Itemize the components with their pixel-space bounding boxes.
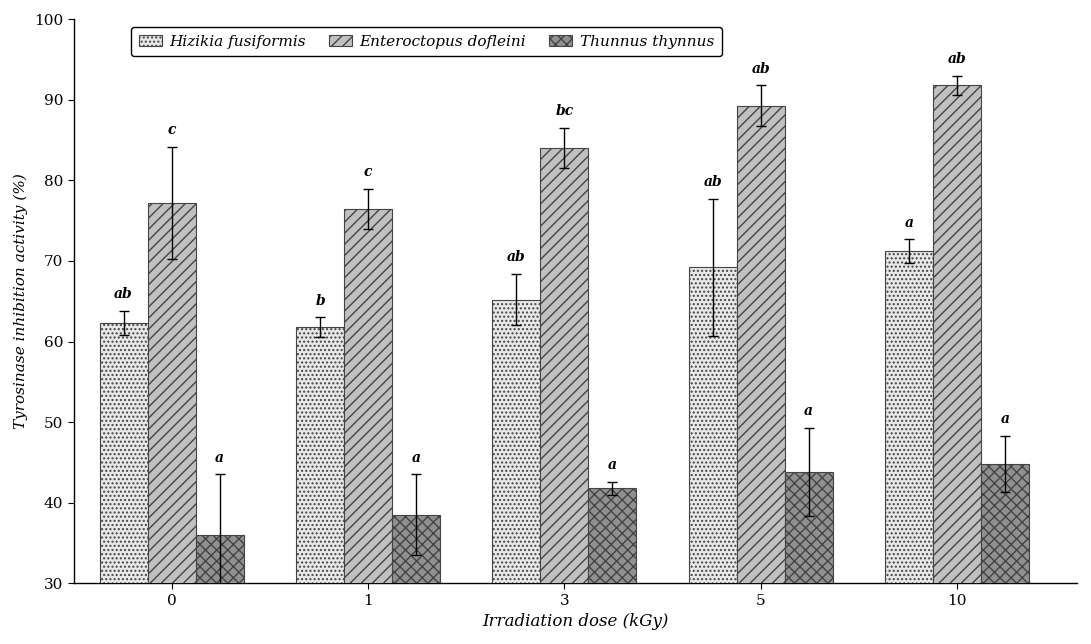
Y-axis label: Tyrosinase inhibition activity (%): Tyrosinase inhibition activity (%) <box>14 173 28 429</box>
Bar <box>933 86 981 644</box>
Text: c: c <box>167 123 176 137</box>
Bar <box>195 535 243 644</box>
Bar <box>296 327 344 644</box>
Text: ab: ab <box>948 52 967 66</box>
Text: ab: ab <box>704 175 722 189</box>
Bar <box>688 267 736 644</box>
Bar <box>981 464 1029 644</box>
Bar <box>344 209 392 644</box>
Bar <box>392 515 440 644</box>
Bar <box>492 299 540 644</box>
Bar <box>736 106 784 644</box>
Text: bc: bc <box>555 104 574 118</box>
Bar <box>784 472 832 644</box>
Text: b: b <box>315 294 325 308</box>
Legend: Hizikia fusiformis, Enteroctopus dofleini, Thunnus thynnus: Hizikia fusiformis, Enteroctopus doflein… <box>131 27 722 56</box>
Bar <box>540 148 588 644</box>
Bar <box>147 203 195 644</box>
Text: ab: ab <box>752 62 770 76</box>
Text: a: a <box>904 216 913 230</box>
Text: ab: ab <box>115 287 133 301</box>
X-axis label: Irradiation dose (kGy): Irradiation dose (kGy) <box>482 613 669 630</box>
Text: c: c <box>363 165 372 179</box>
Text: a: a <box>1000 412 1009 426</box>
Text: a: a <box>608 458 616 472</box>
Bar <box>885 251 933 644</box>
Text: a: a <box>411 451 420 465</box>
Bar <box>99 323 147 644</box>
Text: ab: ab <box>507 251 526 264</box>
Text: a: a <box>215 451 224 465</box>
Text: a: a <box>804 404 813 418</box>
Bar <box>588 488 636 644</box>
